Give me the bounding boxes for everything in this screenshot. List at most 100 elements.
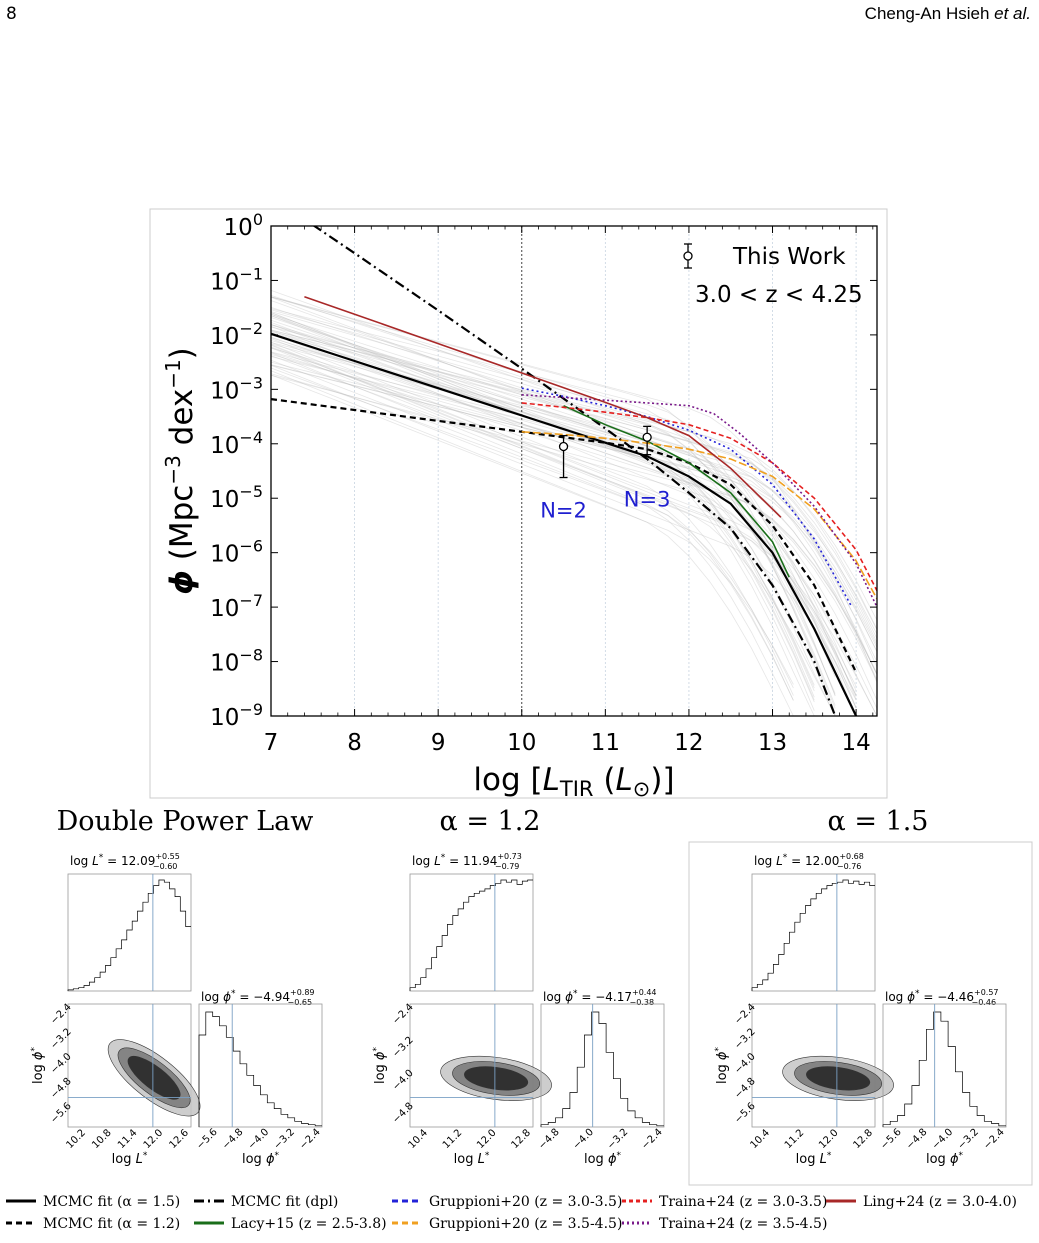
lstar-hist-frame xyxy=(751,873,876,992)
joint-y-axis-label: log ϕ* xyxy=(714,1046,730,1084)
posterior-sample-line xyxy=(270,319,815,698)
posterior-sample-line xyxy=(270,311,878,630)
phistar-estimate-label: log ϕ* = −4.46+0.57 −0.46 xyxy=(885,988,999,1007)
posterior-sample-line xyxy=(270,373,857,709)
x-tick-label: 8 xyxy=(347,730,362,756)
joint-y-axis-label: log ϕ* xyxy=(30,1046,46,1084)
joint-x-tick-label: 10.4 xyxy=(748,1127,772,1151)
phistar-estimate-label: log ϕ* = −4.94+0.89 −0.65 xyxy=(201,988,315,1007)
lstar-hist-frame xyxy=(67,873,192,992)
legend-entry-label: Gruppioni+20 (z = 3.0-3.5) xyxy=(429,1194,622,1210)
phistar-x-tick-label: −5.6 xyxy=(879,1127,904,1152)
x-tick-label: 7 xyxy=(264,730,279,756)
posterior-sample-line xyxy=(270,329,836,709)
joint-x-tick-label: 12.0 xyxy=(142,1127,166,1151)
redshift-label: 3.0 < z < 4.25 xyxy=(695,282,863,308)
main-chart-frame xyxy=(149,208,888,799)
phistar-x-tick-label: −4.8 xyxy=(905,1127,930,1152)
legend-entry-label: Gruppioni+20 (z = 3.5-4.5) xyxy=(429,1216,622,1232)
x-tick-label: 14 xyxy=(841,730,870,756)
data-point xyxy=(558,441,569,452)
joint-x-tick-label: 10.2 xyxy=(64,1127,88,1151)
phistar-x-tick-label: −3.2 xyxy=(605,1127,630,1152)
posterior-sample-line xyxy=(270,324,878,639)
phistar-x-tick-label: −5.6 xyxy=(195,1127,220,1152)
joint-x-tick-label: 12.0 xyxy=(475,1127,499,1151)
lstar-hist-frame xyxy=(409,873,534,992)
phistar-histogram xyxy=(882,1011,1006,1127)
x-tick-label: 11 xyxy=(591,730,620,756)
y-tick-label: 10−9 xyxy=(210,700,263,731)
lstar-estimate-label: log L* = 12.00+0.68 −0.76 xyxy=(754,852,864,871)
series-line xyxy=(312,226,837,716)
phistar-x-tick-label: −4.8 xyxy=(221,1127,246,1152)
x-axis-label: log [LTIR (L⊙)] xyxy=(473,762,674,801)
posterior-sample-line xyxy=(270,308,857,717)
lstar-estimate-label: log L* = 11.94+0.73 −0.79 xyxy=(412,852,522,871)
y-tick-label: 10−3 xyxy=(210,373,263,404)
phistar-histogram xyxy=(198,1011,322,1127)
count-annotation: N=2 xyxy=(540,498,587,522)
x-tick-label: 9 xyxy=(431,730,446,756)
phistar-x-tick-label: −4.8 xyxy=(537,1127,562,1152)
posterior-sample-line xyxy=(270,317,857,692)
phistar-x-tick-label: −2.4 xyxy=(298,1127,323,1152)
y-tick-label: 10−1 xyxy=(210,264,263,295)
posterior-sample-line xyxy=(270,313,878,675)
phistar-estimate-label: log ϕ* = −4.17+0.44 −0.38 xyxy=(543,988,657,1007)
posterior-sample-line xyxy=(270,347,878,652)
phistar-x-axis-label: log ϕ* xyxy=(242,1151,280,1167)
phistar-x-axis-label: log ϕ* xyxy=(926,1151,964,1167)
lstar-histogram xyxy=(751,879,875,991)
phistar-hist-frame xyxy=(540,1003,665,1128)
posterior-sample-line xyxy=(270,331,836,717)
joint-y-axis-label: log ϕ* xyxy=(372,1046,388,1084)
y-tick-label: 100 xyxy=(224,210,263,241)
posterior-sample-line xyxy=(270,315,878,680)
corner-plots: Double Power Law log L* = 12.09+0.55 −0.60… xyxy=(30,806,1033,1186)
posterior-sample-line xyxy=(270,315,857,709)
y-tick-label: 10−5 xyxy=(210,482,263,513)
joint-x-tick-label: 12.8 xyxy=(851,1127,875,1151)
series-line xyxy=(271,398,858,673)
posterior-sample-line xyxy=(270,352,794,701)
posterior-sample-line xyxy=(270,374,794,685)
corner-plot-title: α = 1.5 xyxy=(828,806,929,837)
joint-x-tick-label: 11.2 xyxy=(783,1127,807,1151)
y-axis-label: ϕ (Mpc−3 dex−1) xyxy=(161,347,200,595)
joint-x-tick-label: 11.2 xyxy=(441,1127,465,1151)
legend-entry-label: Lacy+15 (z = 2.5-3.8) xyxy=(231,1216,387,1232)
series-line xyxy=(271,332,858,716)
corner-plot: α = 1.2 log L* = 11.94+0.73 −0.79 log ϕ* = … xyxy=(372,806,665,1167)
legend-entry-label: MCMC fit (dpl) xyxy=(231,1194,338,1210)
y-tick-label: 10−4 xyxy=(210,428,263,459)
lstar-histogram xyxy=(409,879,533,991)
legend-entry-label: MCMC fit (α = 1.2) xyxy=(43,1216,180,1232)
x-tick-label: 13 xyxy=(758,730,787,756)
data-point xyxy=(642,432,652,442)
posterior-sample-line xyxy=(270,309,857,708)
y-tick-label: 10−8 xyxy=(210,646,263,677)
posterior-sample-line xyxy=(270,296,878,683)
running-head: Cheng-An Hsieh et al. xyxy=(865,4,1031,24)
x-tick-label: 10 xyxy=(507,730,536,756)
posterior-sample-line xyxy=(270,329,836,706)
corner-plot: α = 1.5 log L* = 12.00+0.68 −0.76 log ϕ* = … xyxy=(714,806,1007,1167)
series-line xyxy=(563,404,790,578)
phistar-hist-frame xyxy=(198,1003,323,1128)
lstar-estimate-label: log L* = 12.09+0.55 −0.60 xyxy=(70,852,180,871)
posterior-sample-line xyxy=(270,324,878,646)
joint-x-tick-label: 12.8 xyxy=(509,1127,533,1151)
corner-plot-title: α = 1.2 xyxy=(440,806,541,837)
posterior-sample-line xyxy=(270,296,836,713)
phistar-x-tick-label: −4.0 xyxy=(930,1127,955,1152)
posterior-sample-line xyxy=(270,367,794,689)
posterior-sample-line xyxy=(270,374,878,674)
legend-entry-label: Traina+24 (z = 3.5-4.5) xyxy=(659,1216,827,1232)
y-tick-label: 10−7 xyxy=(210,591,263,622)
count-annotation: N=3 xyxy=(624,487,671,511)
figure-legend: MCMC fit (α = 1.5) MCMC fit (dpl) Gruppion… xyxy=(6,1194,1017,1232)
series-line xyxy=(304,296,782,518)
lstar-histogram xyxy=(67,879,191,991)
phistar-x-tick-label: −4.0 xyxy=(246,1127,271,1152)
